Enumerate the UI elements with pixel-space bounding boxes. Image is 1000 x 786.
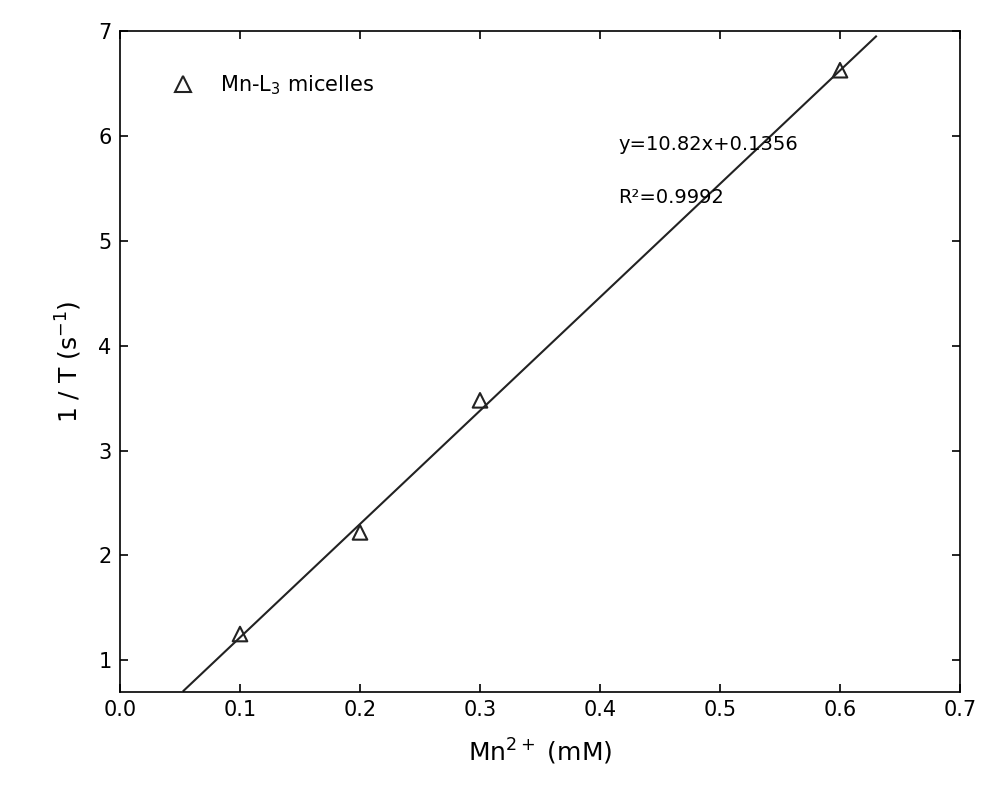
Point	[832, 64, 848, 76]
Text: R²=0.9992: R²=0.9992	[618, 188, 724, 207]
Point	[232, 628, 248, 641]
Point	[472, 394, 488, 406]
Point	[352, 526, 368, 538]
Text: y=10.82x+0.1356: y=10.82x+0.1356	[618, 135, 798, 154]
Legend: Mn-L$_3$ micelles: Mn-L$_3$ micelles	[141, 53, 395, 118]
X-axis label: Mn$^{2+}$ (mM): Mn$^{2+}$ (mM)	[468, 736, 612, 767]
Y-axis label: 1 / T (s$^{-1}$): 1 / T (s$^{-1}$)	[54, 300, 84, 423]
